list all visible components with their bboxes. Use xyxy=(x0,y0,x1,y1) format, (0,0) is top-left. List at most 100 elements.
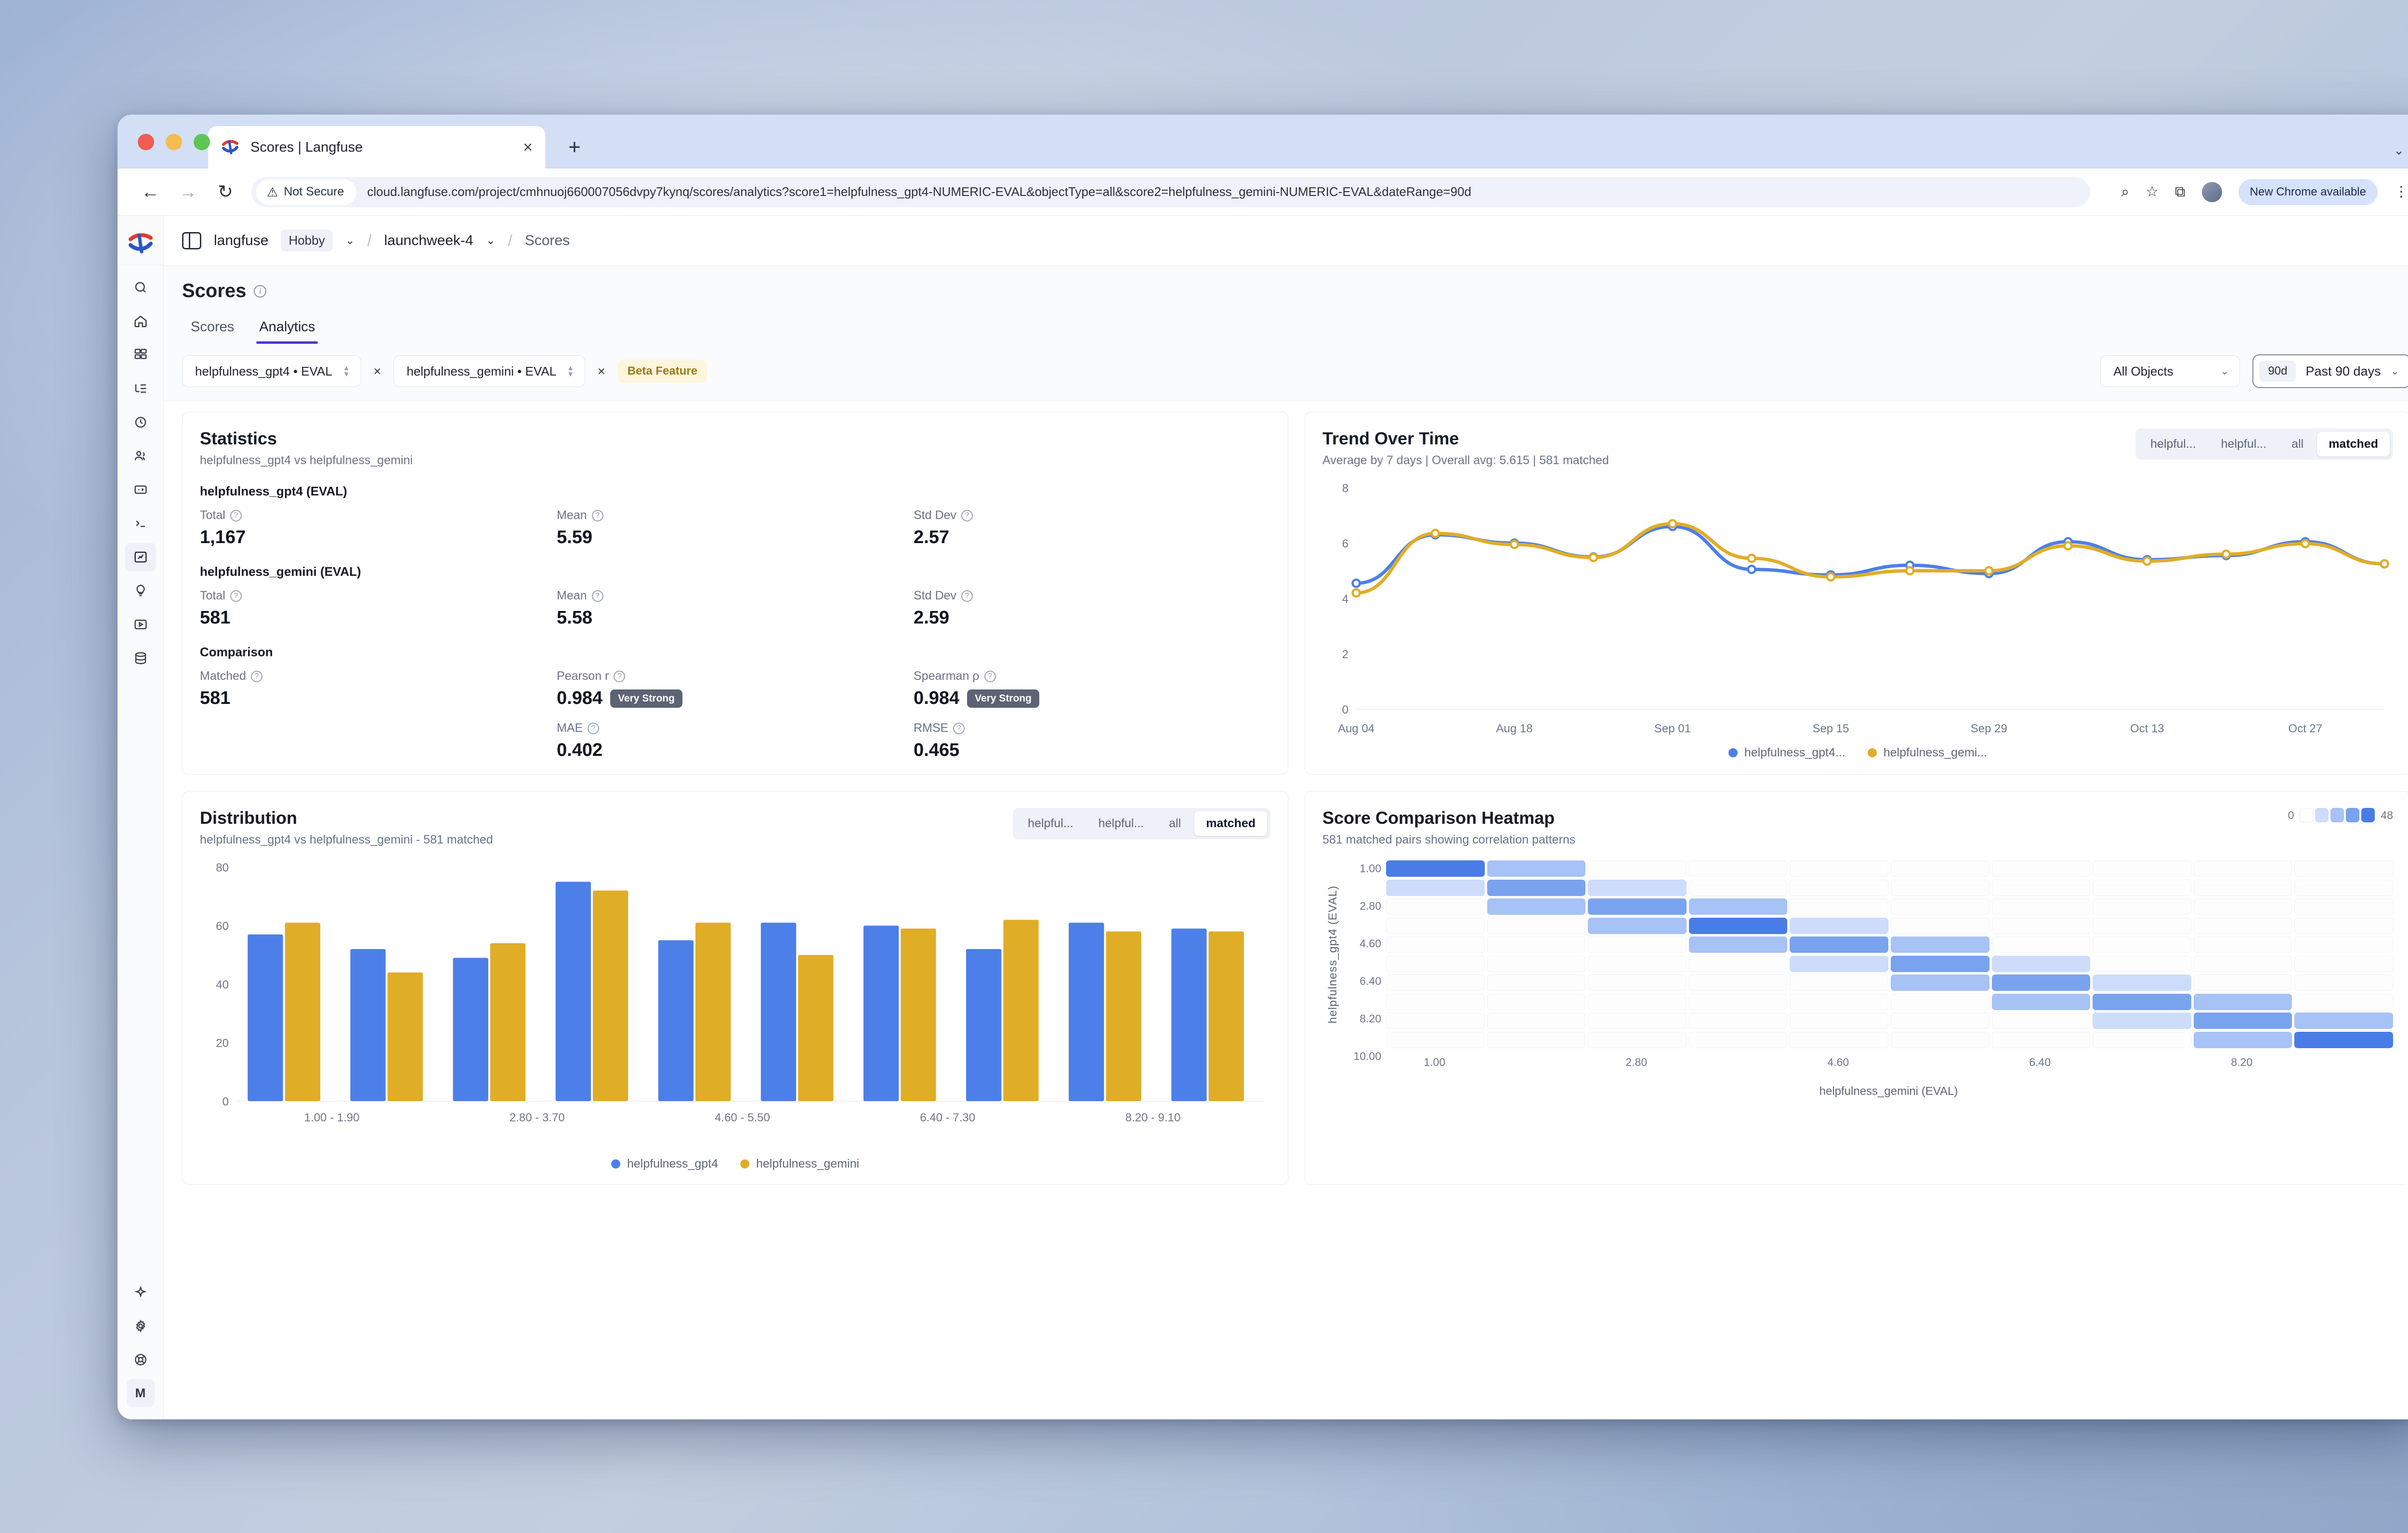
heatmap-cell[interactable] xyxy=(2093,993,2191,1010)
trend-seg-matched[interactable]: matched xyxy=(2317,432,2390,456)
object-type-select[interactable]: All Objects ⌄ xyxy=(2100,355,2240,387)
heatmap-cell[interactable] xyxy=(1588,860,1687,877)
sidebar-item-sessions[interactable] xyxy=(125,408,156,437)
heatmap-cell[interactable] xyxy=(1386,879,1485,896)
browser-menu-icon[interactable]: ⋮ xyxy=(2394,184,2408,200)
heatmap-cell[interactable] xyxy=(1790,898,1888,915)
heatmap-cell[interactable] xyxy=(1588,1013,1687,1029)
close-tab-icon[interactable]: × xyxy=(523,138,533,156)
heatmap-cell[interactable] xyxy=(1588,974,1687,991)
heatmap-cell[interactable] xyxy=(1588,879,1687,896)
heatmap-cell[interactable] xyxy=(2294,917,2393,934)
heatmap-cell[interactable] xyxy=(2193,898,2292,915)
heatmap-cell[interactable] xyxy=(2294,993,2393,1010)
help-icon[interactable]: ? xyxy=(591,590,603,602)
heatmap-cell[interactable] xyxy=(2193,879,2292,896)
chrome-update-button[interactable]: New Chrome available xyxy=(2238,179,2378,205)
heatmap-cell[interactable] xyxy=(2093,955,2191,972)
heatmap-cell[interactable] xyxy=(1386,898,1485,915)
heatmap-cell[interactable] xyxy=(1386,974,1485,991)
help-icon[interactable]: ? xyxy=(230,509,242,521)
heatmap-cell[interactable] xyxy=(2193,1031,2292,1048)
help-icon[interactable]: ? xyxy=(984,670,996,682)
sidebar-item-tracing[interactable] xyxy=(125,374,156,403)
help-icon[interactable]: ? xyxy=(961,590,973,602)
heatmap-cell[interactable] xyxy=(2193,955,2292,972)
breadcrumb-project[interactable]: launchweek-4 xyxy=(384,232,473,248)
heatmap-cell[interactable] xyxy=(1891,1013,1989,1029)
heatmap-cell[interactable] xyxy=(1991,1031,2091,1048)
heatmap-cell[interactable] xyxy=(1891,898,1989,915)
heatmap-cell[interactable] xyxy=(1790,860,1888,877)
heatmap-cell[interactable] xyxy=(1790,936,1888,953)
heatmap-cell[interactable] xyxy=(1891,879,1989,896)
sidebar-item-users[interactable] xyxy=(125,442,156,470)
address-bar[interactable]: ⚠ Not Secure cloud.langfuse.com/project/… xyxy=(251,177,2091,207)
sidebar-item-datasets[interactable] xyxy=(125,576,156,605)
info-icon[interactable]: i xyxy=(254,285,267,298)
heatmap-cell[interactable] xyxy=(1891,860,1989,877)
close-window-button[interactable] xyxy=(138,134,154,150)
heatmap-cell[interactable] xyxy=(2294,1013,2393,1029)
heatmap-cell[interactable] xyxy=(1991,898,2091,915)
heatmap-cell[interactable] xyxy=(1991,1013,2091,1029)
trend-seg-score2[interactable]: helpful... xyxy=(2221,437,2267,451)
browser-tab-active[interactable]: Scores | Langfuse × xyxy=(208,126,545,169)
heatmap-cell[interactable] xyxy=(2093,1031,2191,1048)
sidebar-item-storage[interactable] xyxy=(125,644,156,673)
help-icon[interactable]: ? xyxy=(588,722,600,734)
heatmap-cell[interactable] xyxy=(1588,1031,1687,1048)
heatmap-cell[interactable] xyxy=(1386,860,1485,877)
langfuse-logo-icon[interactable] xyxy=(127,230,154,257)
maximize-window-button[interactable] xyxy=(194,134,210,150)
sidebar-item-dashboards[interactable] xyxy=(125,340,156,369)
user-avatar[interactable]: M xyxy=(126,1379,155,1407)
heatmap-cell[interactable] xyxy=(1991,860,2091,877)
heatmap-cell[interactable] xyxy=(1891,974,1989,991)
heatmap-cell[interactable] xyxy=(2093,936,2191,953)
heatmap-cell[interactable] xyxy=(1790,1013,1888,1029)
heatmap-cell[interactable] xyxy=(2093,860,2191,877)
heatmap-cell[interactable] xyxy=(1991,993,2091,1010)
help-icon[interactable]: ? xyxy=(250,670,262,682)
heatmap-cell[interactable] xyxy=(1487,917,1586,934)
trend-seg-score1[interactable]: helpful... xyxy=(2150,437,2196,451)
heatmap-cell[interactable] xyxy=(2294,898,2393,915)
site-security-badge[interactable]: ⚠ Not Secure xyxy=(256,179,357,205)
heatmap-cell[interactable] xyxy=(2093,898,2191,915)
heatmap-cell[interactable] xyxy=(2294,879,2393,896)
heatmap-cell[interactable] xyxy=(1688,917,1788,934)
sidebar-item-playground[interactable] xyxy=(125,509,156,538)
heatmap-cell[interactable] xyxy=(2193,993,2292,1010)
heatmap-cell[interactable] xyxy=(2294,1031,2393,1048)
heatmap-cell[interactable] xyxy=(1487,993,1586,1010)
tab-list-chevron-down-icon[interactable]: ⌄ xyxy=(2394,143,2404,157)
heatmap-cell[interactable] xyxy=(1487,1013,1586,1029)
heatmap-cell[interactable] xyxy=(2193,917,2292,934)
org-chevron-down-icon[interactable]: ⌄ xyxy=(345,234,355,247)
heatmap-cell[interactable] xyxy=(1790,993,1888,1010)
sidebar-item-settings[interactable] xyxy=(125,1312,156,1340)
help-icon[interactable]: ? xyxy=(591,509,603,521)
heatmap-cell[interactable] xyxy=(1386,955,1485,972)
heatmap-cell[interactable] xyxy=(1487,974,1586,991)
heatmap-cell[interactable] xyxy=(1588,898,1687,915)
minimize-window-button[interactable] xyxy=(166,134,182,150)
heatmap-cell[interactable] xyxy=(1487,1031,1586,1048)
help-icon[interactable]: ? xyxy=(230,590,242,602)
help-icon[interactable]: ? xyxy=(614,670,626,682)
help-icon[interactable]: ? xyxy=(953,722,965,734)
heatmap-cell[interactable] xyxy=(1688,993,1788,1010)
dist-seg-matched[interactable]: matched xyxy=(1194,811,1267,836)
date-range-select[interactable]: 90d Past 90 days ⌄ xyxy=(2252,354,2408,388)
heatmap-cell[interactable] xyxy=(2093,1013,2191,1029)
heatmap-cell[interactable] xyxy=(1991,955,2091,972)
heatmap-cell[interactable] xyxy=(2294,936,2393,953)
back-button[interactable]: ← xyxy=(141,182,159,202)
heatmap-cell[interactable] xyxy=(1991,917,2091,934)
score2-select[interactable]: helpfulness_gemini • EVAL ▲ ▼ xyxy=(393,355,585,387)
heatmap-cell[interactable] xyxy=(1891,955,1989,972)
bookmark-star-icon[interactable]: ☆ xyxy=(2146,183,2159,200)
heatmap-cell[interactable] xyxy=(1588,955,1687,972)
heatmap-cell[interactable] xyxy=(1790,879,1888,896)
